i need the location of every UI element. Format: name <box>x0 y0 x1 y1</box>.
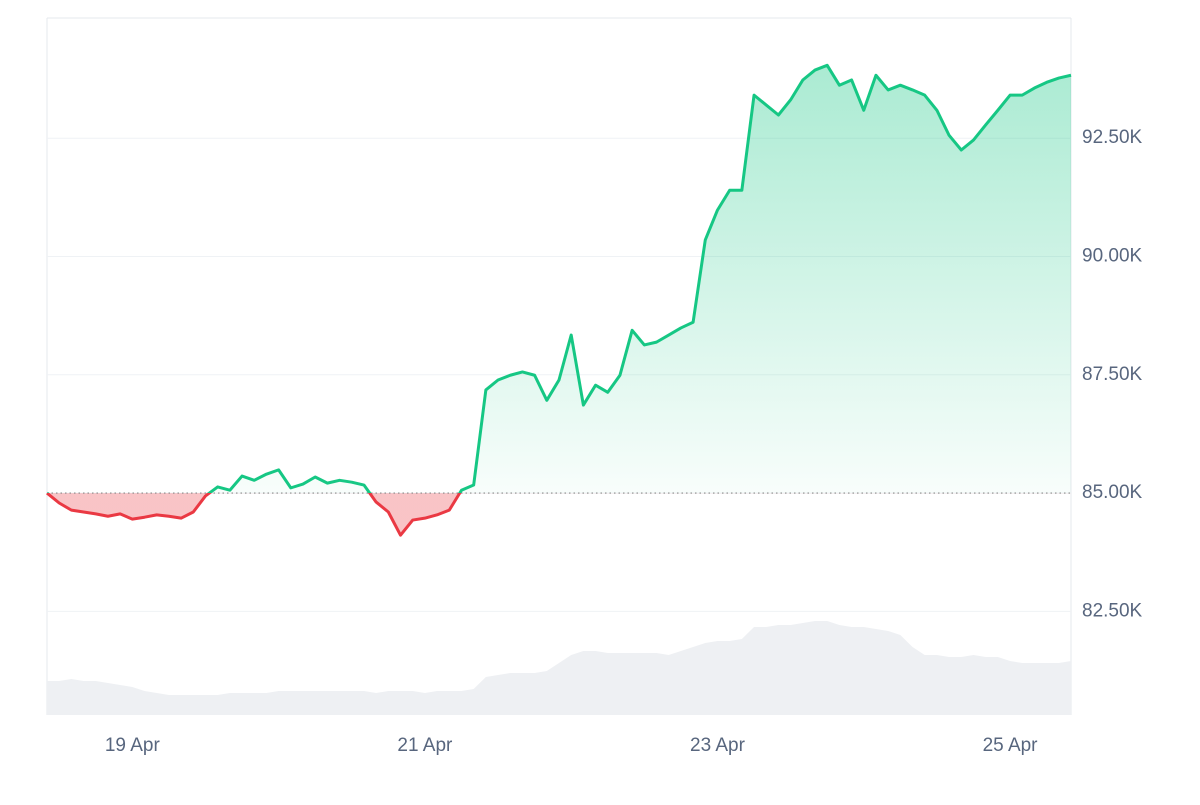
y-tick-label: 82.50K <box>1082 600 1143 621</box>
x-tick-label: 25 Apr <box>983 735 1039 756</box>
volume-area <box>47 621 1071 715</box>
price-area <box>47 65 1071 536</box>
y-tick-label: 85.00K <box>1082 482 1143 503</box>
x-tick-label: 21 Apr <box>397 735 453 756</box>
price-line <box>46 63 1072 537</box>
x-tick-label: 23 Apr <box>690 735 746 756</box>
y-tick-label: 92.50K <box>1082 127 1143 148</box>
x-tick-label: 19 Apr <box>105 735 161 756</box>
y-tick-label: 87.50K <box>1082 364 1143 385</box>
y-tick-label: 90.00K <box>1082 246 1143 267</box>
